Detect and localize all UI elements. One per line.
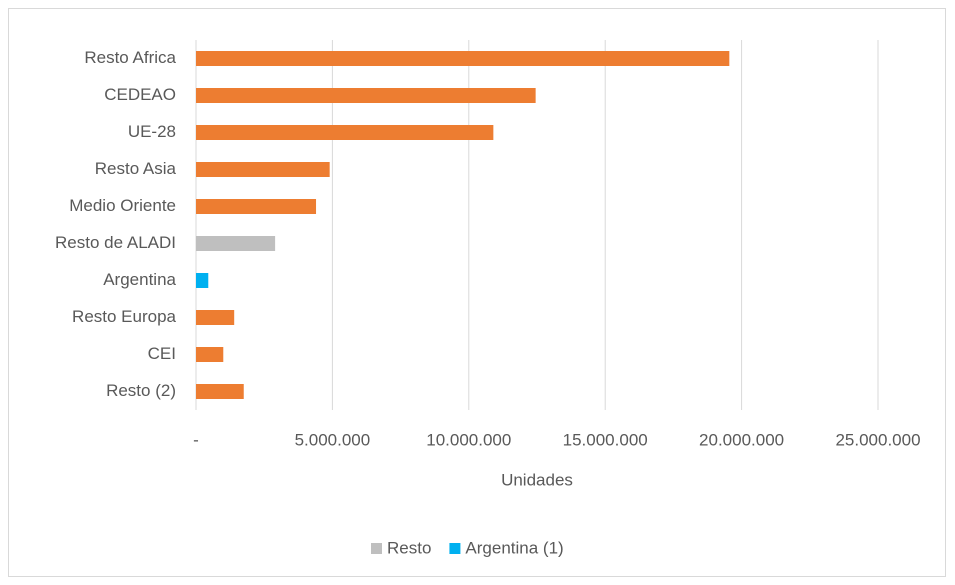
legend-label: Resto: [387, 538, 431, 557]
x-tick-label: 5.000.000: [295, 430, 371, 449]
x-axis-label: Unidades: [501, 470, 573, 489]
y-tick-label: Argentina: [103, 270, 176, 289]
y-tick-label: Resto Asia: [95, 159, 177, 178]
legend-swatch: [449, 543, 461, 554]
legend-swatch: [371, 543, 382, 554]
bar: [196, 384, 244, 399]
x-tick-label: -: [193, 430, 199, 449]
chart-frame: [8, 8, 946, 577]
x-tick-label: 15.000.000: [563, 430, 648, 449]
bar: [196, 273, 209, 288]
legend-label: Argentina (1): [465, 538, 563, 557]
x-tick-label: 10.000.000: [426, 430, 511, 449]
y-tick-label: Resto (2): [106, 381, 176, 400]
y-tick-label: Resto Europa: [72, 307, 176, 326]
bar: [196, 162, 330, 177]
y-tick-label: UE-28: [128, 122, 176, 141]
bar: [196, 199, 317, 214]
y-tick-label: CEI: [148, 344, 176, 363]
x-tick-label: 25.000.000: [835, 430, 920, 449]
bar: [196, 347, 224, 362]
y-tick-label: CEDEAO: [104, 85, 176, 104]
y-tick-label: Resto de ALADI: [55, 233, 176, 252]
bar: [196, 51, 730, 66]
bar: [196, 88, 536, 103]
y-tick-label: Resto Africa: [84, 48, 176, 67]
bar: [196, 125, 494, 140]
x-tick-label: 20.000.000: [699, 430, 784, 449]
bar: [196, 310, 235, 325]
y-tick-label: Medio Oriente: [69, 196, 176, 215]
bar: [196, 236, 276, 251]
